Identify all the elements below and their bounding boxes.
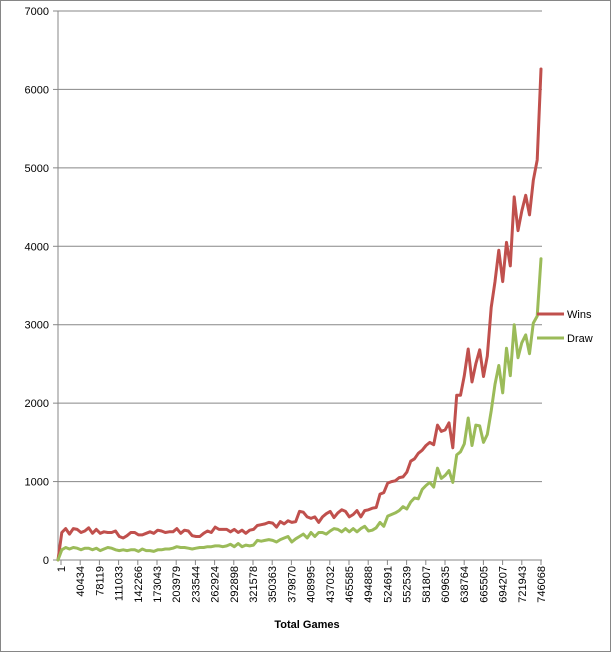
x-tick-label: 746068: [536, 566, 548, 603]
y-tick-label: 7000: [25, 6, 49, 18]
x-tick-label: 524691: [382, 566, 394, 603]
y-tick-label: 4000: [25, 241, 49, 253]
gridlines: [53, 10, 542, 561]
x-axis-tick-labels: 1 40434 78119 111033 142266 173043 203979 23354…: [56, 560, 548, 603]
x-tick-label: 78119: [94, 566, 106, 596]
x-tick-label: 494888: [363, 566, 375, 603]
x-tick-label: 111033: [114, 566, 126, 601]
series-lines: [56, 67, 543, 562]
x-tick-label: 350363: [267, 566, 279, 603]
y-tick-label: 1000: [25, 477, 49, 489]
y-tick-label: 2000: [25, 398, 49, 410]
y-tick-label: 3000: [25, 320, 49, 332]
x-tick-label: 609635: [440, 566, 452, 603]
x-tick-label: 262924: [210, 566, 222, 603]
x-tick-label: 581807: [421, 566, 433, 603]
x-tick-label: 142266: [133, 566, 145, 603]
x-tick-label: 408995: [306, 566, 318, 603]
x-tick-label: 233544: [190, 566, 202, 603]
legend: Wins Draw: [537, 309, 593, 345]
x-tick-label: 292898: [229, 566, 241, 603]
legend-label-draw: Draw: [567, 333, 593, 345]
x-tick-label: 437032: [325, 566, 337, 603]
legend-label-wins: Wins: [567, 309, 592, 321]
y-axis-tick-labels: 0 1000 2000 3000 4000 5000 6000 7000: [25, 6, 49, 567]
x-tick-label: 694207: [498, 566, 510, 603]
x-tick-label: 203979: [171, 566, 183, 603]
x-tick-label: 721943: [517, 566, 529, 603]
series-line-draw: [56, 257, 543, 562]
x-tick-label: 379870: [286, 566, 298, 603]
y-tick-label: 0: [43, 555, 49, 567]
x-tick-label: 638764: [459, 566, 471, 603]
x-tick-label: 465585: [344, 566, 356, 603]
x-tick-label: 40434: [75, 566, 87, 597]
axes: [57, 11, 542, 561]
y-tick-label: 6000: [25, 84, 49, 96]
x-axis-title: Total Games: [274, 619, 339, 631]
x-tick-label: 321578: [248, 566, 260, 603]
x-tick-label: 665505: [478, 566, 490, 603]
y-tick-label: 5000: [25, 163, 49, 175]
x-tick-label: 1: [56, 566, 68, 572]
series-line-wins: [56, 67, 543, 562]
x-tick-label: 173043: [152, 566, 164, 603]
x-tick-label: 552539: [402, 566, 414, 603]
